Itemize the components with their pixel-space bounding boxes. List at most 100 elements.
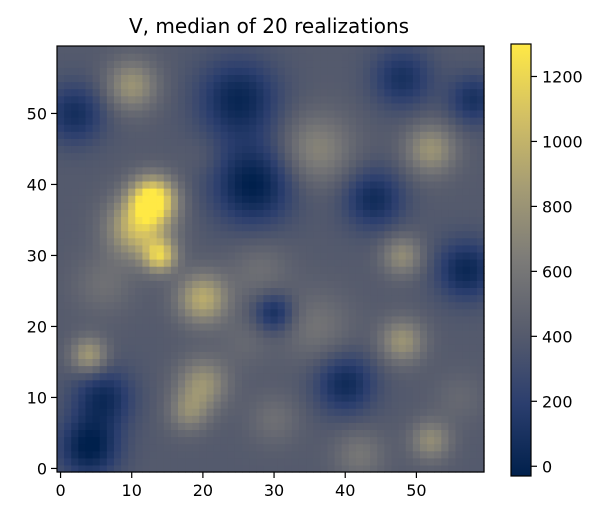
heatmap-cell: [462, 88, 471, 97]
heatmap-cell: [348, 351, 357, 359]
heatmap-cell: [455, 95, 464, 104]
heatmap-cell: [298, 259, 307, 267]
heatmap-cell: [220, 287, 229, 296]
heatmap-cell: [291, 138, 300, 146]
heatmap-cell: [128, 67, 136, 75]
heatmap-cell: [405, 195, 414, 203]
heatmap-cell: [113, 386, 122, 395]
heatmap-cell: [163, 351, 172, 359]
heatmap-cell: [199, 81, 208, 90]
heatmap-cell: [291, 188, 300, 196]
heatmap-cell: [85, 401, 94, 409]
heatmap-cell: [113, 365, 122, 374]
heatmap-cell: [284, 443, 293, 452]
heatmap-cell: [363, 53, 371, 61]
heatmap-cell: [227, 443, 236, 452]
heatmap-cell: [476, 53, 485, 61]
heatmap-cell: [391, 436, 400, 445]
heatmap-cell: [170, 330, 179, 338]
heatmap-cell: [135, 301, 143, 310]
heatmap-cell: [113, 344, 122, 352]
heatmap-cell: [92, 244, 101, 253]
heatmap-cell: [370, 159, 378, 168]
heatmap-cell: [85, 216, 94, 225]
heatmap-cell: [220, 166, 229, 175]
heatmap-cell: [192, 379, 200, 388]
heatmap-cell: [135, 159, 143, 168]
heatmap-cell: [263, 358, 272, 367]
heatmap-cell: [363, 322, 371, 331]
heatmap-cell: [391, 273, 400, 281]
heatmap-cell: [391, 166, 400, 175]
heatmap-cell: [256, 251, 264, 260]
colorbar-tick-label: 1000: [542, 132, 583, 151]
heatmap-cell: [370, 294, 378, 303]
heatmap-cell: [128, 457, 136, 466]
heatmap-cell: [149, 244, 158, 253]
heatmap-cell: [121, 386, 129, 395]
heatmap-cell: [476, 88, 485, 97]
heatmap-cell: [99, 315, 108, 324]
heatmap-cell: [263, 401, 272, 409]
heatmap-cell: [398, 195, 407, 203]
heatmap-cell: [220, 266, 229, 274]
heatmap-cell: [384, 117, 393, 125]
heatmap-cell: [142, 322, 151, 331]
heatmap-cell: [163, 337, 172, 345]
heatmap-cell: [320, 81, 329, 90]
heatmap-cell: [455, 436, 464, 445]
heatmap-cell: [327, 95, 336, 104]
heatmap-cell: [377, 180, 385, 189]
heatmap-cell: [320, 315, 329, 324]
heatmap-cell: [462, 237, 471, 246]
heatmap-cell: [135, 259, 143, 267]
heatmap-cell: [434, 237, 442, 246]
heatmap-cell: [57, 429, 65, 438]
heatmap-cell: [313, 188, 321, 196]
colorbar-tick-label: 600: [542, 262, 573, 281]
heatmap-cell: [85, 152, 94, 161]
heatmap-cell: [348, 294, 357, 303]
heatmap-cell: [327, 209, 336, 217]
heatmap-cell: [227, 450, 236, 459]
heatmap-cell: [135, 315, 143, 324]
heatmap-cell: [306, 301, 314, 310]
heatmap-cell: [185, 259, 193, 267]
heatmap-cell: [57, 166, 65, 175]
heatmap-cell: [78, 379, 87, 388]
heatmap-cell: [185, 450, 193, 459]
heatmap-cell: [341, 308, 350, 317]
heatmap-cell: [405, 237, 414, 246]
heatmap-cell: [206, 117, 215, 125]
heatmap-cell: [348, 237, 357, 246]
heatmap-cell: [64, 337, 72, 345]
heatmap-cell: [306, 223, 314, 232]
heatmap-cell: [121, 379, 129, 388]
heatmap-cell: [85, 117, 94, 125]
heatmap-cell: [263, 67, 272, 75]
heatmap-cell: [419, 95, 428, 104]
heatmap-cell: [412, 330, 421, 338]
heatmap-cell: [234, 443, 243, 452]
heatmap-cell: [363, 138, 371, 146]
heatmap-cell: [370, 95, 378, 104]
heatmap-cell: [306, 464, 314, 473]
y-tick-label: 40: [27, 175, 47, 194]
heatmap-cell: [405, 223, 414, 232]
heatmap-cell: [419, 330, 428, 338]
heatmap-cell: [156, 60, 165, 68]
heatmap-cell: [106, 315, 115, 324]
heatmap-cell: [99, 173, 108, 182]
heatmap-cell: [419, 117, 428, 125]
heatmap-cell: [263, 251, 272, 260]
heatmap-cell: [106, 266, 115, 274]
heatmap-cell: [398, 223, 407, 232]
heatmap-cell: [234, 393, 243, 402]
heatmap-cell: [213, 180, 222, 189]
heatmap-cell: [306, 74, 314, 83]
heatmap-cell: [298, 379, 307, 388]
heatmap-cell: [121, 266, 129, 274]
heatmap-cell: [441, 46, 450, 54]
heatmap-cell: [355, 102, 364, 111]
heatmap-cell: [455, 294, 464, 303]
